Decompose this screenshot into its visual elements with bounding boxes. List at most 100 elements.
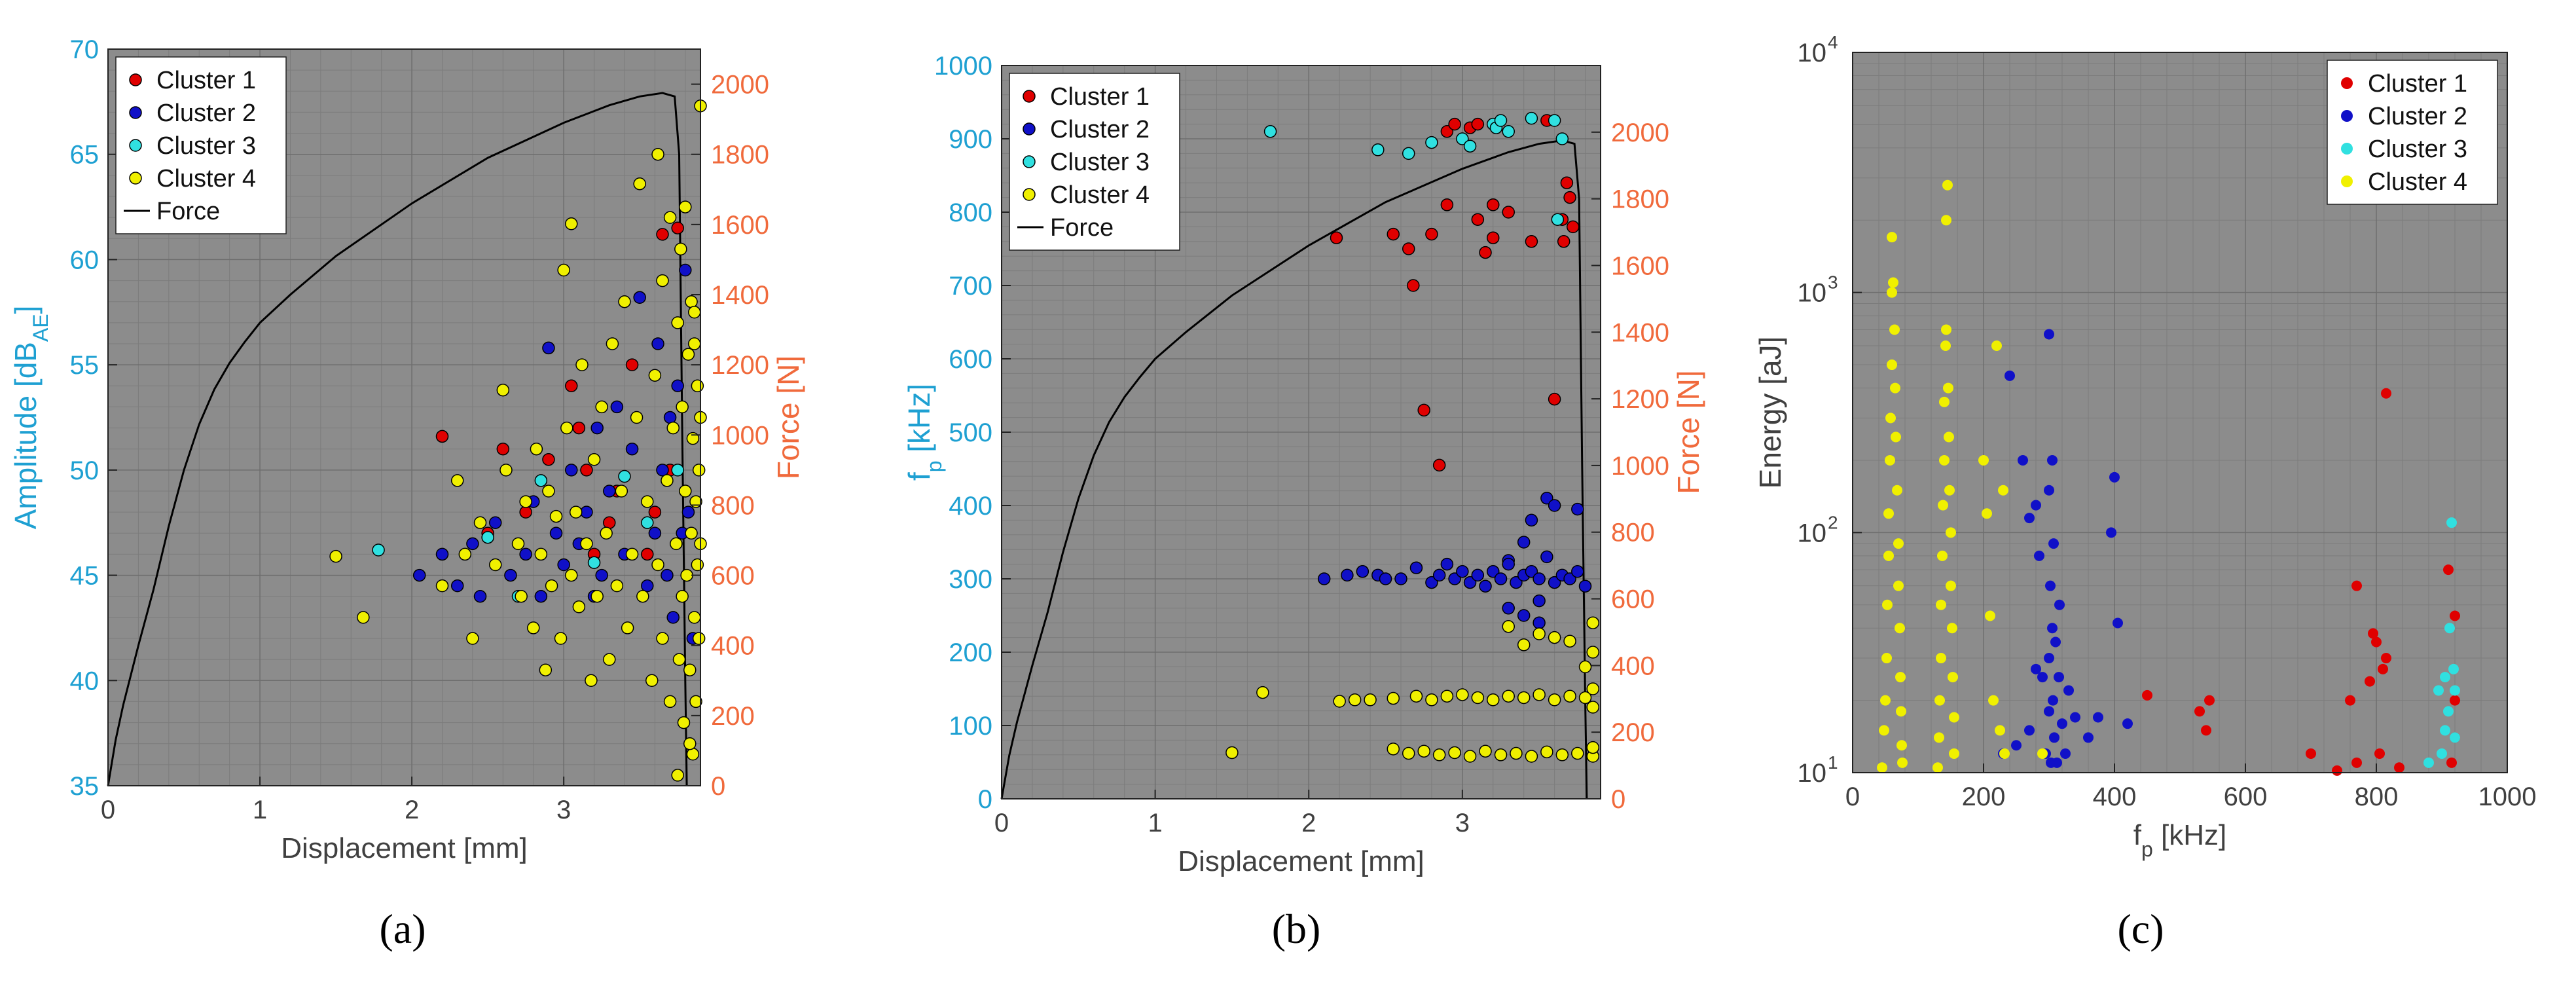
y-tick-label: 50 [70,456,100,485]
data-point-cluster-3 [534,474,548,487]
data-point-cluster-4 [1939,454,1950,466]
data-point-cluster-2 [1533,572,1546,585]
y2-tick-label: 400 [1611,652,1655,680]
data-point-cluster-4 [681,348,695,361]
data-point-cluster-2 [488,516,502,529]
data-point-cluster-2 [519,547,532,561]
legend-label-cluster-1: Cluster 1 [2368,70,2467,98]
y2-tick-label: 600 [1611,585,1655,614]
y2-tick-label: 1800 [1611,185,1669,214]
data-point-cluster-4 [1941,215,1951,226]
data-point-cluster-2 [590,421,604,435]
x-tick-label: 1 [1148,809,1162,837]
y-tick-label: 60 [70,246,100,274]
data-point-cluster-4 [1885,413,1896,424]
x-tick-label: 1000 [2478,782,2537,811]
legend-b: Cluster 1 Cluster 2 Cluster 3 Cluster 4 Forc… [1009,73,1180,251]
data-point-cluster-1 [435,430,449,443]
data-point-cluster-4 [1991,340,2002,352]
data-point-cluster-1 [1448,117,1461,131]
data-point-cluster-2 [1533,616,1546,629]
data-point-cluster-4 [651,558,664,572]
data-point-cluster-3 [1525,111,1538,125]
data-point-cluster-4 [1883,508,1894,519]
data-point-cluster-1 [2306,748,2316,759]
data-point-cluster-2 [661,568,674,582]
data-point-cluster-4 [1880,695,1891,706]
data-point-cluster-4 [526,621,540,634]
data-point-cluster-2 [2113,617,2123,629]
data-point-cluster-1 [1402,242,1415,255]
data-point-cluster-1 [1432,458,1446,472]
data-point-cluster-1 [2368,628,2378,639]
data-point-cluster-4 [685,295,698,308]
data-point-cluster-3 [1555,132,1569,145]
data-point-cluster-1 [2446,757,2457,768]
y2-tick-label: 1200 [711,351,769,380]
data-point-cluster-4 [1517,638,1531,652]
y-tick-label: 100 [949,712,992,741]
data-point-cluster-4 [2037,748,2048,759]
data-point-cluster-2 [2060,748,2071,759]
data-point-cluster-4 [1946,580,1956,591]
data-point-cluster-3 [2440,725,2450,736]
data-point-cluster-4 [679,200,692,213]
data-point-cluster-1 [2204,695,2215,706]
data-point-cluster-4 [1364,693,1377,707]
data-point-cluster-4 [1448,746,1461,760]
data-point-cluster-2 [2044,329,2054,340]
data-point-cluster-1 [1487,231,1500,244]
data-point-cluster-4 [554,632,568,645]
data-point-cluster-4 [1887,359,1897,371]
data-point-cluster-4 [1402,746,1415,760]
plot-frame-c [1852,52,2508,773]
data-point-cluster-3 [2440,672,2450,683]
legend-box [115,56,287,234]
y-tick-label: 700 [949,272,992,301]
y2-tick-label: 1600 [711,211,769,240]
data-point-cluster-2 [2057,718,2067,729]
data-point-cluster-2 [1394,572,1407,585]
data-point-cluster-3 [1263,125,1277,138]
x-tick-label: 0 [101,796,115,824]
data-point-cluster-1 [1525,235,1538,248]
data-point-cluster-4 [689,695,702,708]
data-point-cluster-2 [648,526,662,540]
data-point-cluster-1 [1502,206,1515,219]
data-point-cluster-4 [1548,631,1561,644]
y-axis-label-a: Amplitude [dBAE] [9,306,52,530]
data-point-cluster-4 [686,748,700,761]
data-point-cluster-2 [1379,572,1392,585]
data-point-cluster-2 [2049,732,2059,743]
data-point-cluster-1 [603,516,616,529]
data-point-cluster-2 [2044,485,2054,496]
data-point-cluster-4 [1882,599,1893,610]
data-point-cluster-4 [1893,538,1904,549]
data-point-cluster-1 [656,228,669,241]
data-point-cluster-4 [680,568,693,582]
chart-panel-a: 0 1 2 3 35 40 45 50 55 60 65 70 0 200 400 600 800 1000 120… [9,35,805,952]
x-tick-label: 400 [2093,782,2137,811]
legend-label-cluster-4: Cluster 4 [2368,168,2467,196]
x-axis-label-a: Displacement [mm] [281,832,528,864]
legend-box [1009,73,1180,251]
legend-a: Cluster 1 Cluster 2 Cluster 3 Cluster 4 Forc… [115,56,287,234]
data-point-cluster-3 [671,464,684,477]
data-point-cluster-4 [1947,623,1957,634]
data-point-cluster-2 [603,485,616,498]
y-tick-exponent: 4 [1828,32,1838,52]
y2-tick-label: 1400 [711,281,769,310]
data-point-cluster-3 [1494,114,1508,127]
data-point-cluster-2 [466,537,479,551]
data-point-cluster-4 [1892,485,1902,496]
data-point-cluster-4 [1944,485,1955,496]
data-point-cluster-2 [633,291,646,304]
data-point-cluster-2 [1540,550,1553,564]
y-tick-label: 35 [70,772,100,801]
data-point-cluster-1 [2394,762,2404,773]
data-point-cluster-4 [1944,432,1954,443]
data-point-cluster-4 [549,509,563,523]
data-point-cluster-4 [1998,485,2008,496]
